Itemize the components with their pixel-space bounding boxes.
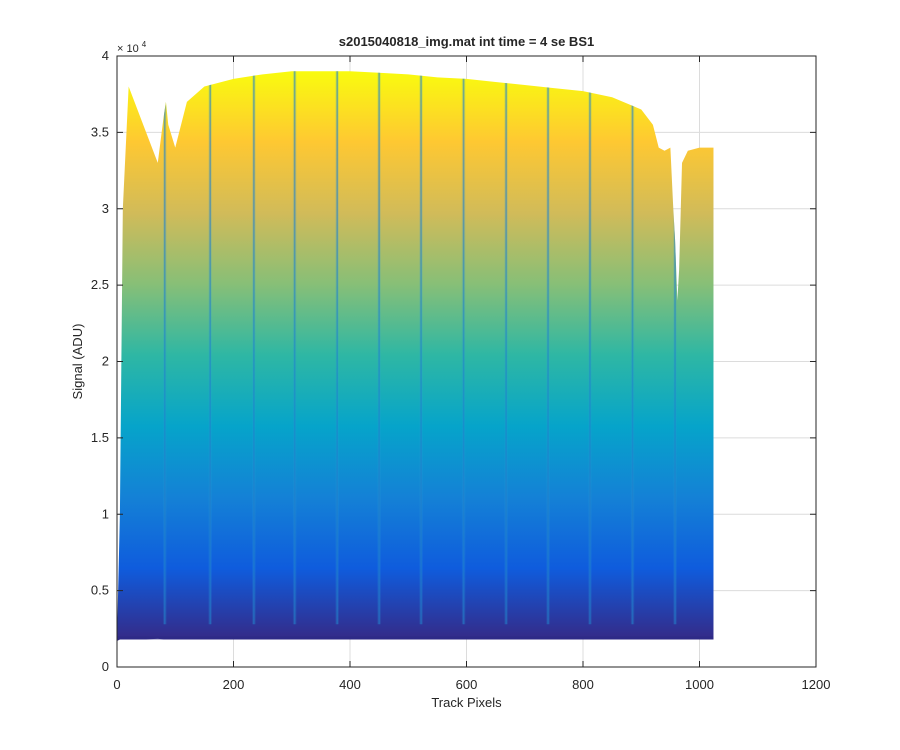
y-tick-label: 4 [102, 48, 109, 63]
baseline-band [117, 636, 714, 640]
y-tick-label: 3 [102, 201, 109, 216]
x-tick-label: 600 [456, 677, 478, 692]
y-tick-label: 2.5 [91, 277, 109, 292]
y-exponent-power: 4 [142, 40, 147, 49]
y-tick-label: 1.5 [91, 430, 109, 445]
y-tick-label: 1 [102, 506, 109, 521]
x-tick-label: 1000 [685, 677, 714, 692]
signal-area [117, 71, 714, 642]
axis-ticks: 0 200 400 600 800 1000 1200 0 0.5 1 1.5 2 2.5 3 3.5 4 [91, 48, 831, 692]
x-tick-label: 0 [113, 677, 120, 692]
y-tick-label: 0.5 [91, 583, 109, 598]
y-tick-label: 2 [102, 354, 109, 369]
chart-title: s2015040818_img.mat int time = 4 se BS1 [339, 34, 594, 49]
x-tick-label: 200 [223, 677, 245, 692]
y-tick-label: 3.5 [91, 124, 109, 139]
x-tick-label: 1200 [802, 677, 831, 692]
y-axis-label: Signal (ADU) [70, 324, 85, 400]
signal-area-group [117, 71, 714, 642]
x-tick-label: 800 [572, 677, 594, 692]
x-tick-label: 400 [339, 677, 361, 692]
x-axis-label: Track Pixels [431, 695, 502, 710]
y-exponent-base: × 10 [117, 43, 139, 55]
y-tick-label: 0 [102, 659, 109, 674]
y-axis-exponent: × 10 4 [117, 40, 147, 55]
